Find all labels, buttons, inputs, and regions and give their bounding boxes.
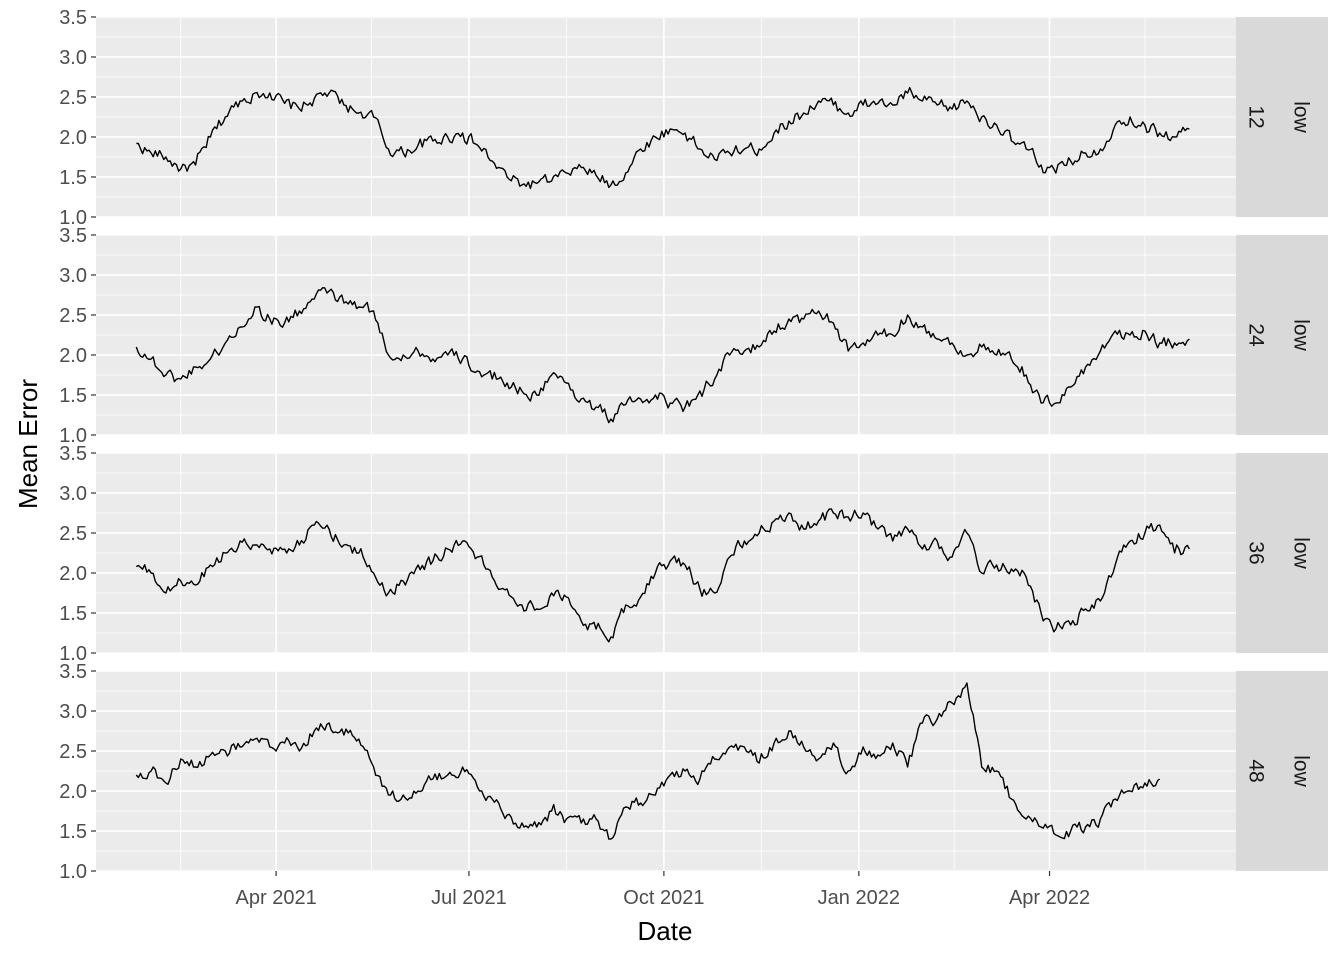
- y-tick-label: 1.0: [59, 425, 87, 447]
- facet-strip-label-secondary: low: [1290, 319, 1313, 351]
- y-axis-title: Mean Error: [13, 379, 43, 509]
- y-tick-label: 3.5: [59, 661, 87, 683]
- y-tick-label: 3.0: [59, 701, 87, 723]
- x-tick-label: Apr 2021: [236, 887, 317, 909]
- y-tick-label: 1.5: [59, 603, 87, 625]
- series-line: [135, 508, 1191, 643]
- facet-strip-label-secondary: low: [1290, 537, 1313, 569]
- facet-panel-48: 1.0 1.5 2.0 2.5 3.0 3.5 48 low: [59, 661, 1328, 883]
- y-tick-label: 3.0: [59, 47, 87, 69]
- facet-strip: [1236, 453, 1328, 653]
- y-tick-label: 1.0: [59, 861, 87, 883]
- facet-panel-24: 1.0 1.5 2.0 2.5 3.0 3.5 24 low: [59, 225, 1328, 447]
- x-axis-title: Date: [638, 916, 693, 946]
- x-tick-label: Jan 2022: [818, 887, 900, 909]
- y-tick-label: 1.5: [59, 821, 87, 843]
- y-tick-label: 2.5: [59, 523, 87, 545]
- facet-panel-12: 1.0 1.5 2.0 2.5 3.0 3.5 12 low: [59, 7, 1328, 229]
- facet-strip-label: 12: [1245, 105, 1268, 128]
- x-tick-label: Jul 2021: [431, 887, 507, 909]
- y-tick-label: 3.0: [59, 483, 87, 505]
- y-tick-label: 2.5: [59, 87, 87, 109]
- facet-strip-label-secondary: low: [1290, 101, 1313, 133]
- facet-strip-label: 36: [1245, 541, 1268, 564]
- x-axis: Apr 2021 Jul 2021 Oct 2021 Jan 2022 Apr 2022: [236, 871, 1090, 909]
- y-tick-label: 2.5: [59, 305, 87, 327]
- y-tick-label: 2.5: [59, 741, 87, 763]
- series-line: [135, 287, 1190, 424]
- y-tick-label: 1.5: [59, 167, 87, 189]
- series-line: [135, 682, 1161, 840]
- y-tick-label: 1.0: [59, 643, 87, 665]
- y-tick-label: 3.5: [59, 443, 87, 465]
- y-tick-label: 3.5: [59, 7, 87, 29]
- facet-strip-label: 48: [1245, 759, 1268, 782]
- panels-layer: 1.0 1.5 2.0 2.5 3.0 3.5 12 low 1.0 1.5 2.0 2.5 3.0 3.…: [59, 7, 1328, 883]
- x-tick-label: Apr 2022: [1009, 887, 1090, 909]
- facet-panel-36: 1.0 1.5 2.0 2.5 3.0 3.5 36 low: [59, 443, 1328, 665]
- series-line: [136, 86, 1190, 190]
- facet-strip: [1236, 17, 1328, 217]
- facet-strip-label-secondary: low: [1290, 755, 1313, 787]
- x-tick-label: Oct 2021: [623, 887, 704, 909]
- y-tick-label: 2.0: [59, 345, 87, 367]
- y-tick-label: 2.0: [59, 781, 87, 803]
- y-tick-label: 2.0: [59, 563, 87, 585]
- facet-strip-label: 24: [1245, 323, 1268, 347]
- y-tick-label: 1.5: [59, 385, 87, 407]
- y-tick-label: 1.0: [59, 207, 87, 229]
- y-tick-label: 2.0: [59, 127, 87, 149]
- facet-strip: [1236, 235, 1328, 435]
- facet-strip: [1236, 671, 1328, 871]
- y-tick-label: 3.0: [59, 265, 87, 287]
- y-tick-label: 3.5: [59, 225, 87, 247]
